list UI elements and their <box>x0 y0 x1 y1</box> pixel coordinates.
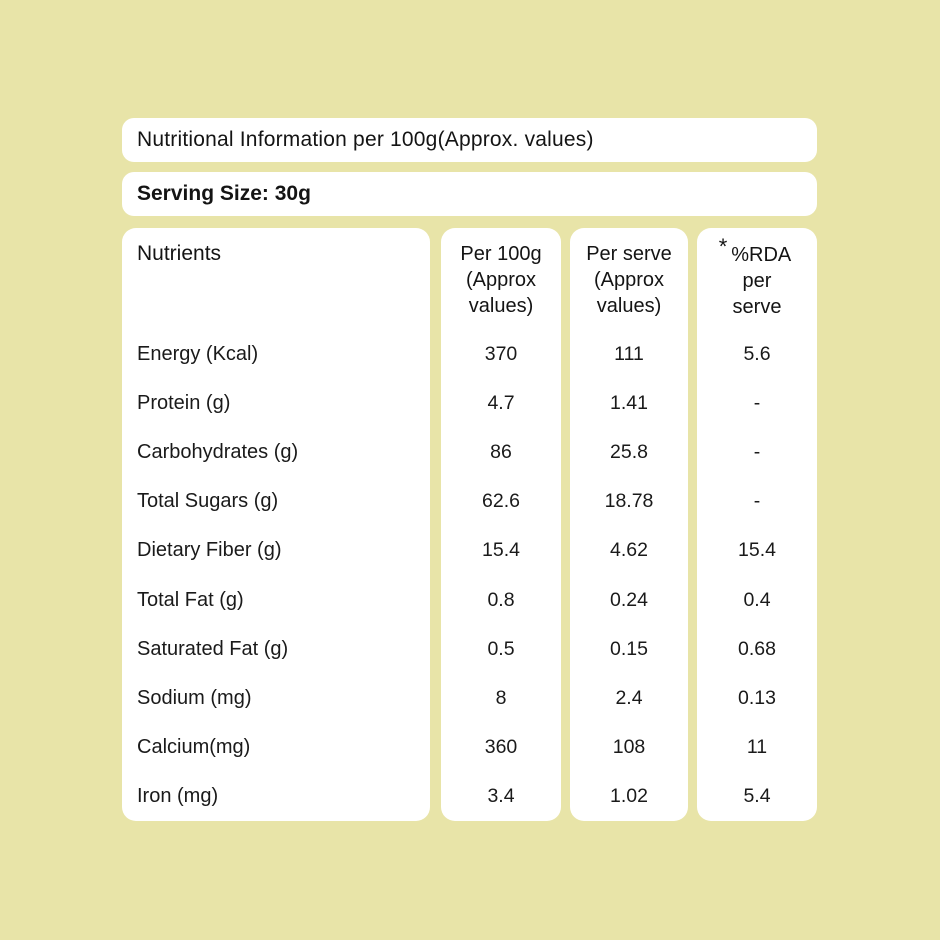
table-cell-rda: 0.4 <box>743 588 771 611</box>
per-100g-header-line: (Approx <box>465 269 537 291</box>
table-cell-per-100g: 370 <box>484 343 518 366</box>
table-cell-per-serve: 0.15 <box>610 637 648 660</box>
table-cell-rda: 15.4 <box>738 539 776 562</box>
table-cell-per-serve: 2.4 <box>615 686 643 709</box>
nutrition-table: Nutrients Energy (Kcal) Protein (g) Carboh… <box>122 228 817 821</box>
nutrition-info-title-text: Nutritional Information per 100g(Approx.… <box>137 128 594 151</box>
per-100g-column-header: Per 100g (Approx values) <box>441 228 561 330</box>
per-serve-header-line: (Approx <box>593 269 665 291</box>
per-serve-column-header: Per serve (Approx values) <box>570 228 688 330</box>
column-per-100g: Per 100g (Approx values) 370 4.7 86 62.6 15.… <box>441 228 561 821</box>
serving-size-text: Serving Size: 30g <box>137 182 311 205</box>
table-cell-rda: - <box>753 490 761 513</box>
table-cell-per-serve: 1.02 <box>610 784 648 807</box>
per-100g-header-line: Per 100g <box>460 243 542 265</box>
table-cell-rda: 0.13 <box>738 686 776 709</box>
table-cell-per-100g: 8 <box>495 686 507 709</box>
table-cell-nutrient: Protein (g) <box>137 392 231 415</box>
table-cell-nutrient: Iron (mg) <box>137 784 219 807</box>
nutrition-label: Nutritional Information per 100g(Approx.… <box>122 0 817 940</box>
table-cell-per-serve: 18.78 <box>604 490 654 513</box>
nutrient-name-cells: Energy (Kcal) Protein (g) Carbohydrates (g… <box>122 330 430 821</box>
table-cell-rda: 5.6 <box>743 343 771 366</box>
column-nutrients: Nutrients Energy (Kcal) Protein (g) Carboh… <box>122 228 430 821</box>
table-cell-nutrient: Total Sugars (g) <box>137 490 279 513</box>
column-per-serve: Per serve (Approx values) 111 1.41 25.8 18.… <box>570 228 688 821</box>
table-cell-per-100g: 360 <box>484 735 518 758</box>
table-cell-nutrient: Saturated Fat (g) <box>137 637 289 660</box>
table-cell-per-100g: 62.6 <box>482 490 520 513</box>
table-cell-nutrient: Carbohydrates (g) <box>137 441 299 464</box>
nutrition-info-title-bar: Nutritional Information per 100g(Approx.… <box>122 118 817 162</box>
per-serve-header-line: Per serve <box>586 243 672 265</box>
table-cell-per-100g: 0.5 <box>487 637 515 660</box>
rda-column-header: * %RDA per serve <box>697 228 817 330</box>
per-serve-header-line: values) <box>596 295 662 317</box>
table-cell-per-serve: 0.24 <box>610 588 648 611</box>
table-cell-per-100g: 0.8 <box>487 588 515 611</box>
per-100g-value-cells: 370 4.7 86 62.6 15.4 0.8 0.5 8 360 3.4 <box>441 330 561 821</box>
table-cell-per-serve: 25.8 <box>610 441 648 464</box>
per-serve-value-cells: 111 1.41 25.8 18.78 4.62 0.24 0.15 2.4 108 1.02 <box>570 330 688 821</box>
table-cell-rda: - <box>753 392 761 415</box>
table-cell-nutrient: Dietary Fiber (g) <box>137 539 282 562</box>
table-cell-per-100g: 3.4 <box>487 784 515 807</box>
rda-header-line: per <box>742 270 772 292</box>
table-cell-nutrient: Calcium(mg) <box>137 735 251 758</box>
table-cell-nutrient: Energy (Kcal) <box>137 343 259 366</box>
table-cell-nutrient: Total Fat (g) <box>137 588 244 611</box>
table-cell-per-100g: 86 <box>490 441 512 464</box>
serving-size-bar: Serving Size: 30g <box>122 172 817 216</box>
rda-header-line: serve <box>732 296 782 318</box>
column-rda-per-serve: * %RDA per serve 5.6- - -15.4 0.4 0.68 0.13 11 5… <box>697 228 817 821</box>
table-cell-nutrient: Sodium (mg) <box>137 686 252 709</box>
table-cell-rda: 5.4 <box>743 784 771 807</box>
nutrients-column-header: Nutrients <box>137 242 222 265</box>
table-cell-rda: 11 <box>746 735 768 758</box>
table-cell-per-100g: 15.4 <box>482 539 520 562</box>
rda-value-cells: 5.6 - - - 15.4 0.4 0.68 0.13 11 5.4 <box>697 330 817 821</box>
table-cell-per-serve: 111 <box>614 343 644 366</box>
table-cell-per-serve: 1.41 <box>610 392 648 415</box>
rda-header-line: %RDA <box>731 244 792 266</box>
table-cell-per-serve: 4.62 <box>610 539 648 562</box>
per-100g-header-line: values) <box>468 295 534 317</box>
rda-header-line-1: * %RDA <box>697 234 817 268</box>
table-cell-rda: - <box>753 441 761 464</box>
rda-asterisk: * <box>718 234 728 259</box>
table-cell-per-100g: 4.7 <box>487 392 515 415</box>
table-cell-rda: 0.68 <box>738 637 776 660</box>
table-cell-per-serve: 108 <box>612 735 646 758</box>
